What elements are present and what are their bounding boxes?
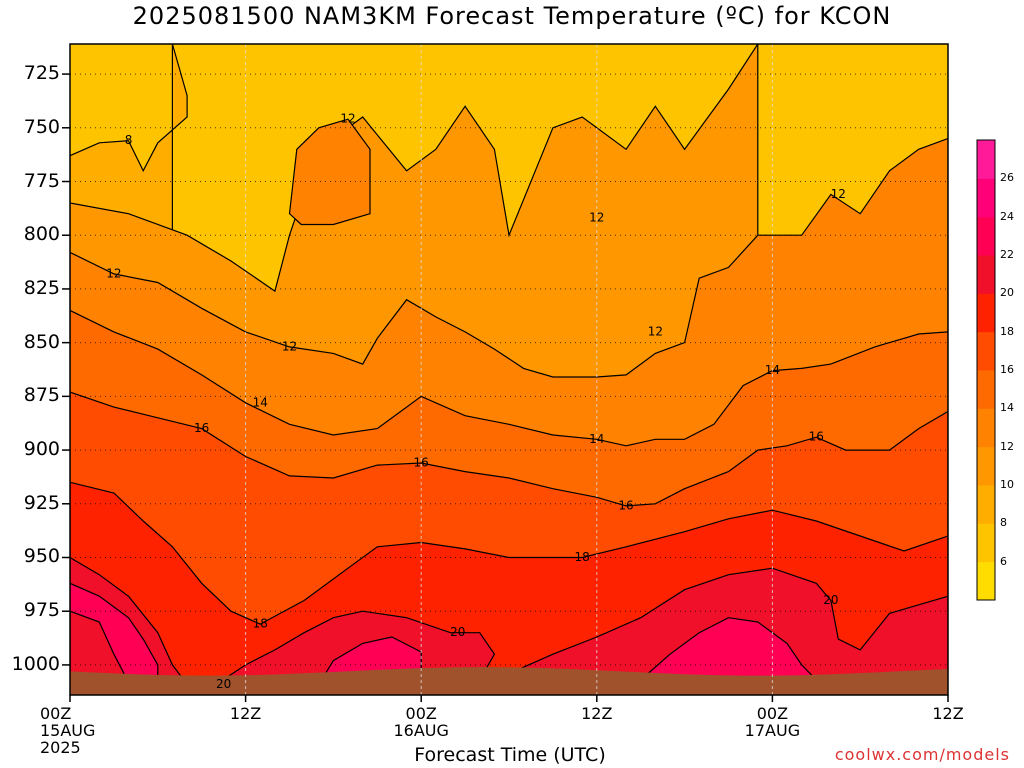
source-credit: coolwx.com/models [834, 745, 1010, 764]
x-tick-label-0: 00Z 15AUG 2025 [40, 704, 96, 757]
y-tick-label-850: 850 [23, 330, 60, 353]
contour-label-16: 20 [450, 625, 465, 639]
colorbar-tick-10: 10 [1000, 478, 1014, 491]
contour-label-9: 14 [765, 363, 780, 377]
colorbar-tick-8: 8 [1000, 516, 1007, 530]
temperature-bands [70, 44, 948, 695]
colorbar-segment-6 [977, 331, 995, 371]
colorbar-segment-9 [977, 216, 995, 256]
x-tick-label-1: 12Z [229, 704, 262, 723]
y-tick-label-1000: 1000 [11, 652, 60, 675]
x-axis-label: Forecast Time (UTC) [414, 744, 606, 766]
colorbar-tick-26: 26 [1000, 171, 1014, 185]
colorbar-frame [976, 139, 996, 601]
x-tick-label-4: 00Z 17AUG [744, 704, 801, 740]
colorbar-tick-6: 6 [1000, 554, 1007, 568]
y-tick-label-875: 875 [23, 384, 60, 407]
ground-surface [70, 667, 948, 695]
colorbar-tick-24: 24 [1000, 209, 1014, 223]
contour-label-0: 8 [125, 133, 133, 147]
contour-label-3: 12 [282, 339, 297, 353]
contour-label-1: 12 [106, 266, 121, 280]
colorbar-segment-1 [977, 523, 995, 563]
contour-label-6: 12 [831, 187, 846, 201]
contour-label-8: 14 [589, 432, 604, 446]
y-tick-label-775: 775 [23, 169, 60, 192]
contour-label-10: 16 [194, 421, 209, 435]
y-tick-label-825: 825 [23, 276, 60, 299]
contour-label-14: 18 [253, 617, 268, 631]
y-tick-label-900: 900 [23, 438, 60, 461]
colorbar-tick-20: 20 [1000, 286, 1014, 300]
x-tick-label-2: 00Z 16AUG [393, 704, 449, 740]
contour-label-11: 16 [414, 455, 429, 469]
contour-label-13: 16 [809, 430, 824, 444]
x-tick-label-3: 12Z [581, 704, 613, 723]
contour-label-4: 12 [589, 211, 604, 225]
contour-label-7: 14 [253, 395, 268, 409]
x-tick-label-5: 12Z [932, 704, 964, 723]
colorbar-segment-4 [977, 408, 995, 448]
colorbar-tick-18: 18 [1000, 324, 1014, 338]
y-tick-label-750: 750 [23, 115, 60, 138]
colorbar-tick-14: 14 [1000, 401, 1014, 415]
colorbar-segment-3 [977, 446, 995, 486]
contour-label-15: 18 [575, 550, 590, 564]
plot-frame [69, 43, 949, 696]
colorbar-segment-11 [977, 140, 995, 179]
colorbar-segment-5 [977, 370, 995, 409]
y-tick-label-975: 975 [23, 599, 60, 622]
colorbar-segment-8 [977, 255, 995, 294]
contour-label-17: 20 [823, 593, 838, 607]
contour-label-12: 16 [618, 498, 633, 512]
colorbar-segment-7 [977, 293, 995, 333]
contour-label-2: 12 [340, 112, 355, 126]
colorbar-tick-22: 22 [1000, 248, 1014, 261]
y-tick-label-725: 725 [23, 62, 60, 85]
y-tick-label-800: 800 [23, 223, 60, 246]
colorbar-tick-12: 12 [1000, 439, 1014, 453]
contour-label-5: 12 [648, 324, 663, 338]
chart-title: 2025081500 NAM3KM Forecast Temperature (… [132, 2, 892, 30]
isotherm-22-8 [70, 582, 159, 695]
y-tick-label-925: 925 [23, 491, 60, 514]
contour-label-18: 20 [216, 677, 231, 691]
colorbar-segment-2 [977, 485, 995, 524]
colorbar-segment-10 [977, 178, 995, 218]
colorbar-tick-16: 16 [1000, 363, 1014, 376]
y-tick-label-950: 950 [23, 545, 60, 568]
isotherm-12-3 [288, 118, 371, 226]
colorbar-segment-0 [977, 561, 995, 601]
